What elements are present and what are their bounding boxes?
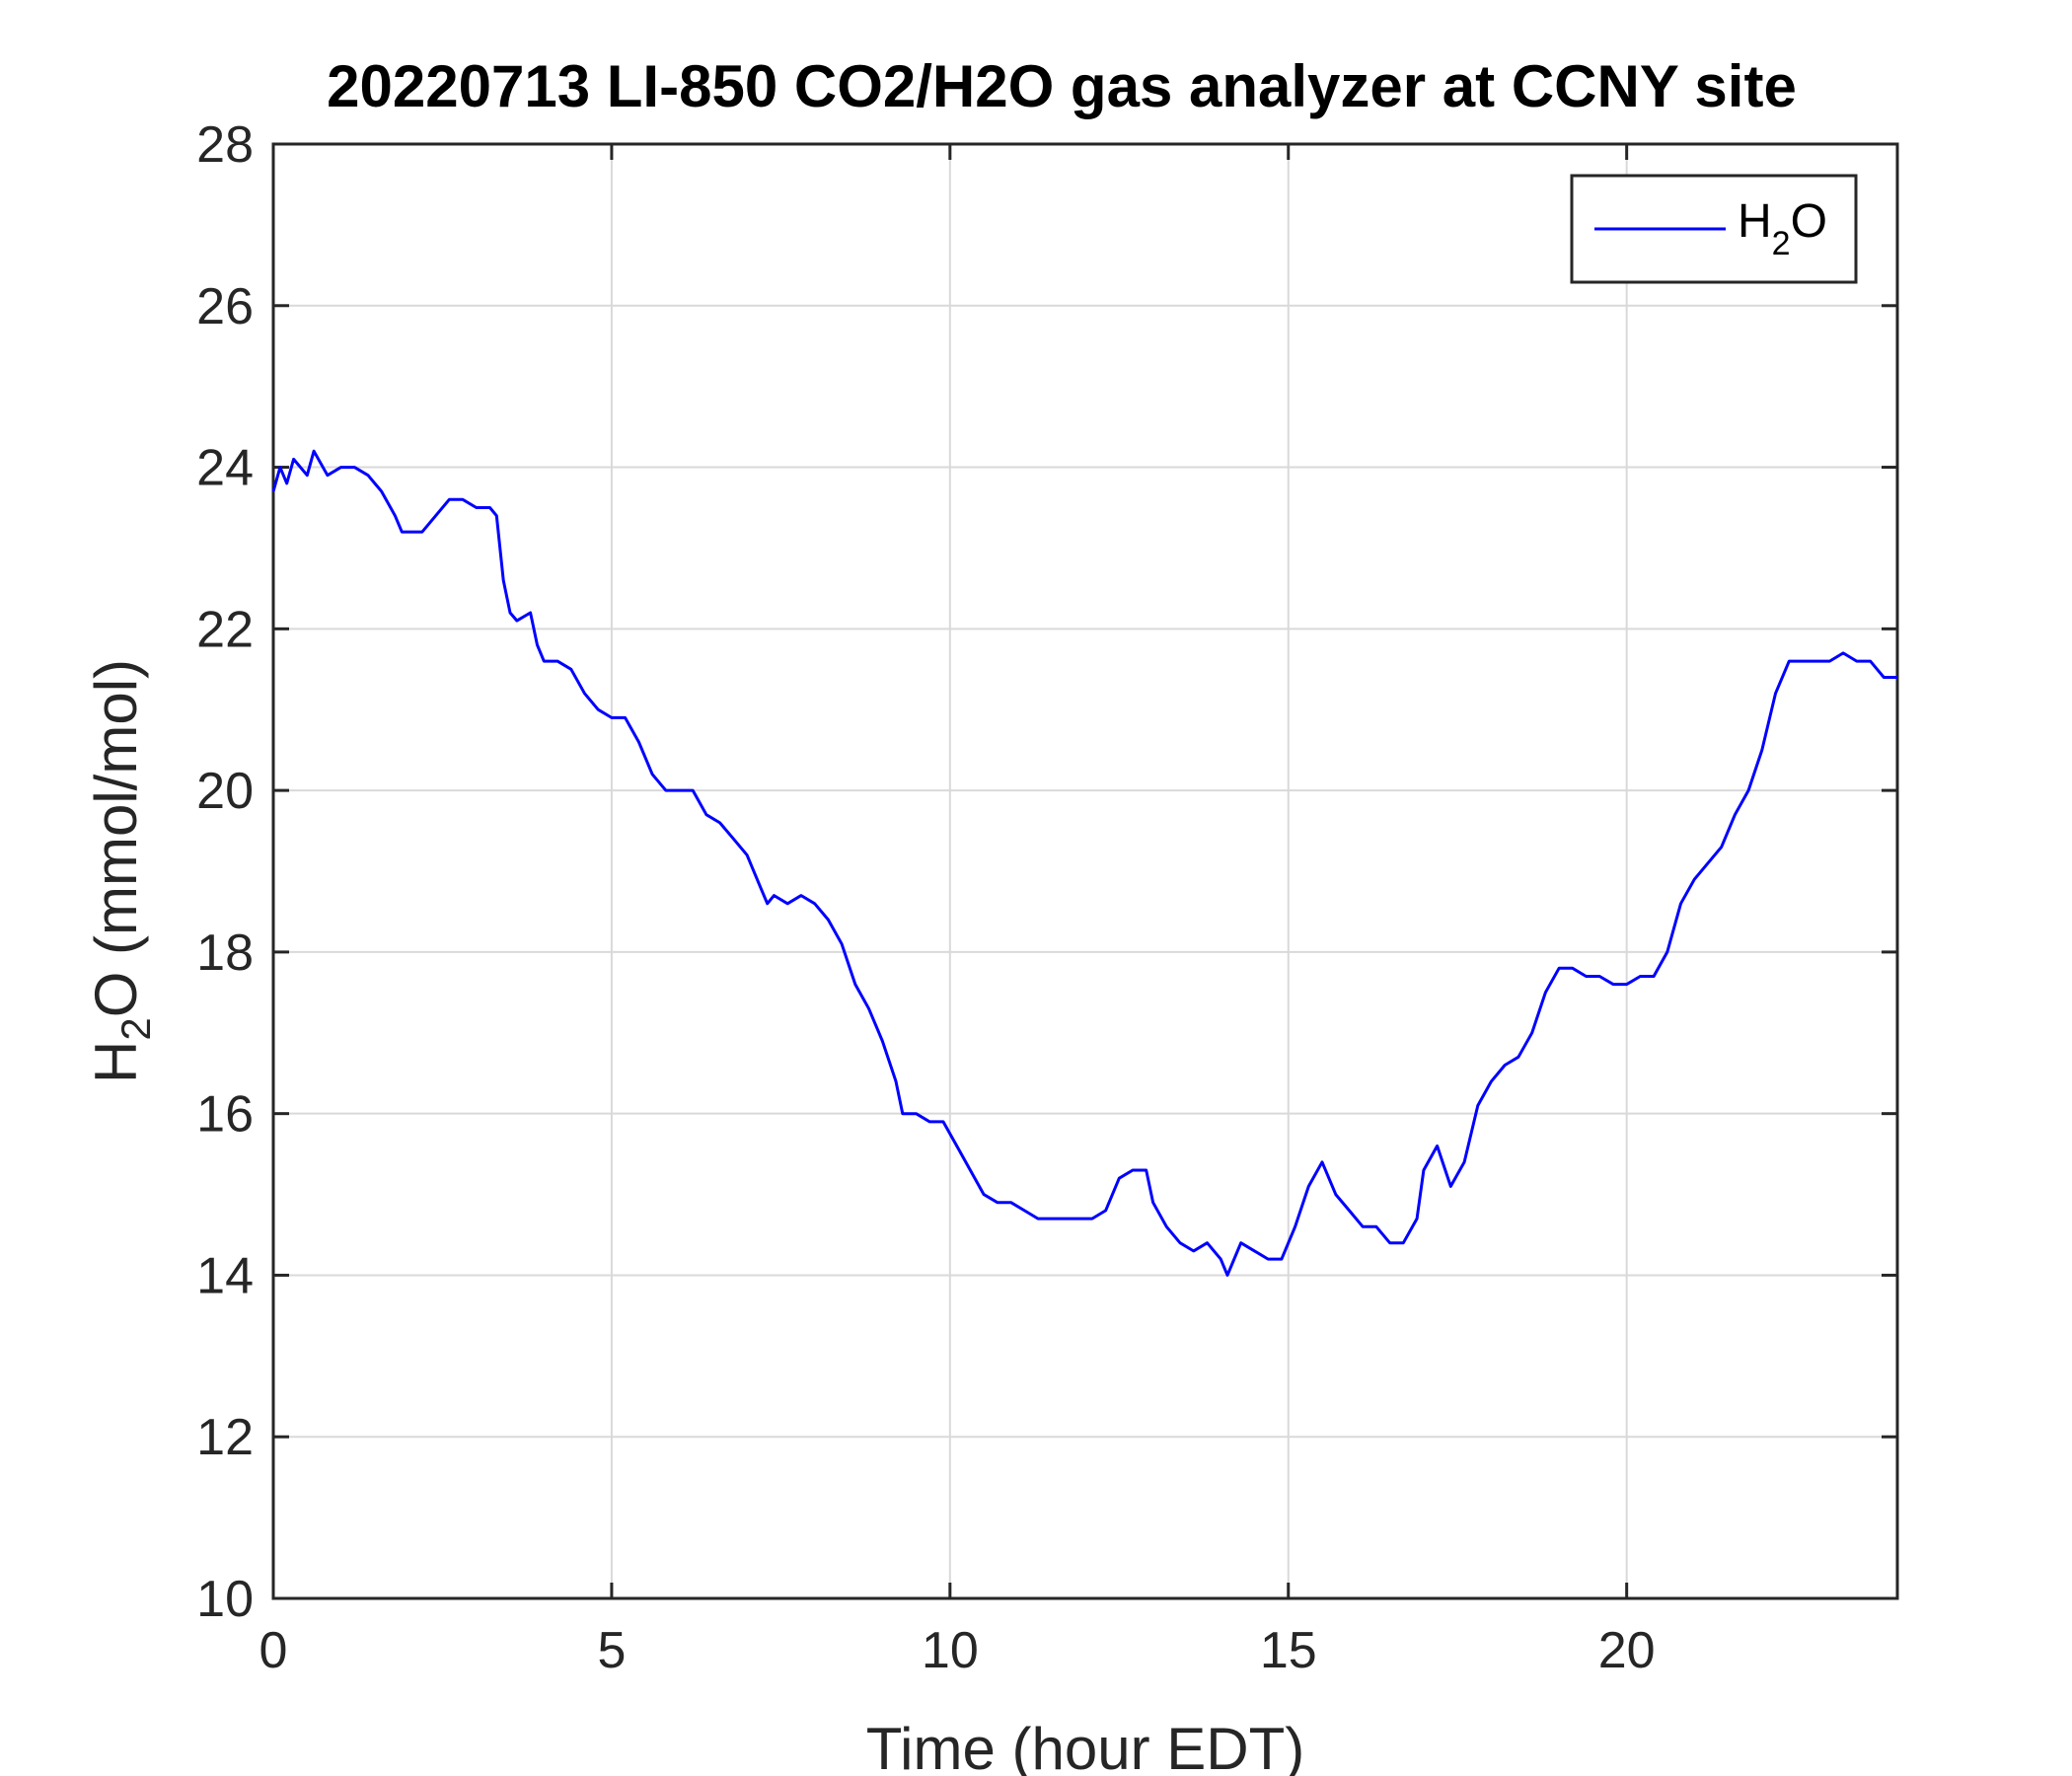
y-tick-label: 26 (196, 278, 254, 335)
chart-title: 20220713 LI-850 CO2/H2O gas analyzer at … (327, 53, 1797, 119)
x-tick-label: 20 (1598, 1622, 1656, 1679)
y-tick-label: 14 (196, 1247, 254, 1304)
x-tick-labels: 0 5 10 15 20 (259, 1622, 1656, 1679)
y-axis-label-rest: O (mmol/mol) (83, 659, 149, 1017)
x-tick-label: 15 (1260, 1622, 1317, 1679)
legend-label: H2O (1738, 195, 1827, 262)
y-axis-label-main: H (83, 1041, 149, 1083)
tick-marks (271, 142, 1897, 1600)
y-tick-label: 24 (196, 440, 254, 497)
y-axis-label: H2O (mmol/mol) (83, 659, 159, 1083)
series-line-h2o (271, 449, 1897, 1277)
y-axis-label-subscript: 2 (112, 1017, 159, 1040)
x-tick-label: 5 (597, 1622, 626, 1679)
x-tick-label: 10 (922, 1622, 979, 1679)
y-tick-label: 18 (196, 925, 254, 982)
x-axis-label: Time (hour EDT) (866, 1716, 1305, 1776)
legend-label-subscript: 2 (1772, 225, 1791, 262)
legend: H2O (1570, 174, 1858, 284)
y-tick-label: 22 (196, 601, 254, 658)
y-tick-label: 20 (196, 763, 254, 820)
legend-label-rest: O (1791, 195, 1827, 248)
x-tick-label: 0 (259, 1622, 288, 1679)
legend-label-main: H (1738, 195, 1772, 248)
y-tick-label: 12 (196, 1409, 254, 1466)
grid (273, 144, 1897, 1598)
plot-area-frame (271, 142, 1899, 1600)
y-tick-label: 10 (196, 1571, 254, 1628)
y-tick-label: 28 (196, 116, 254, 174)
y-tick-labels: 10 12 14 16 18 20 22 24 26 28 (196, 116, 254, 1628)
y-tick-label: 16 (196, 1086, 254, 1144)
